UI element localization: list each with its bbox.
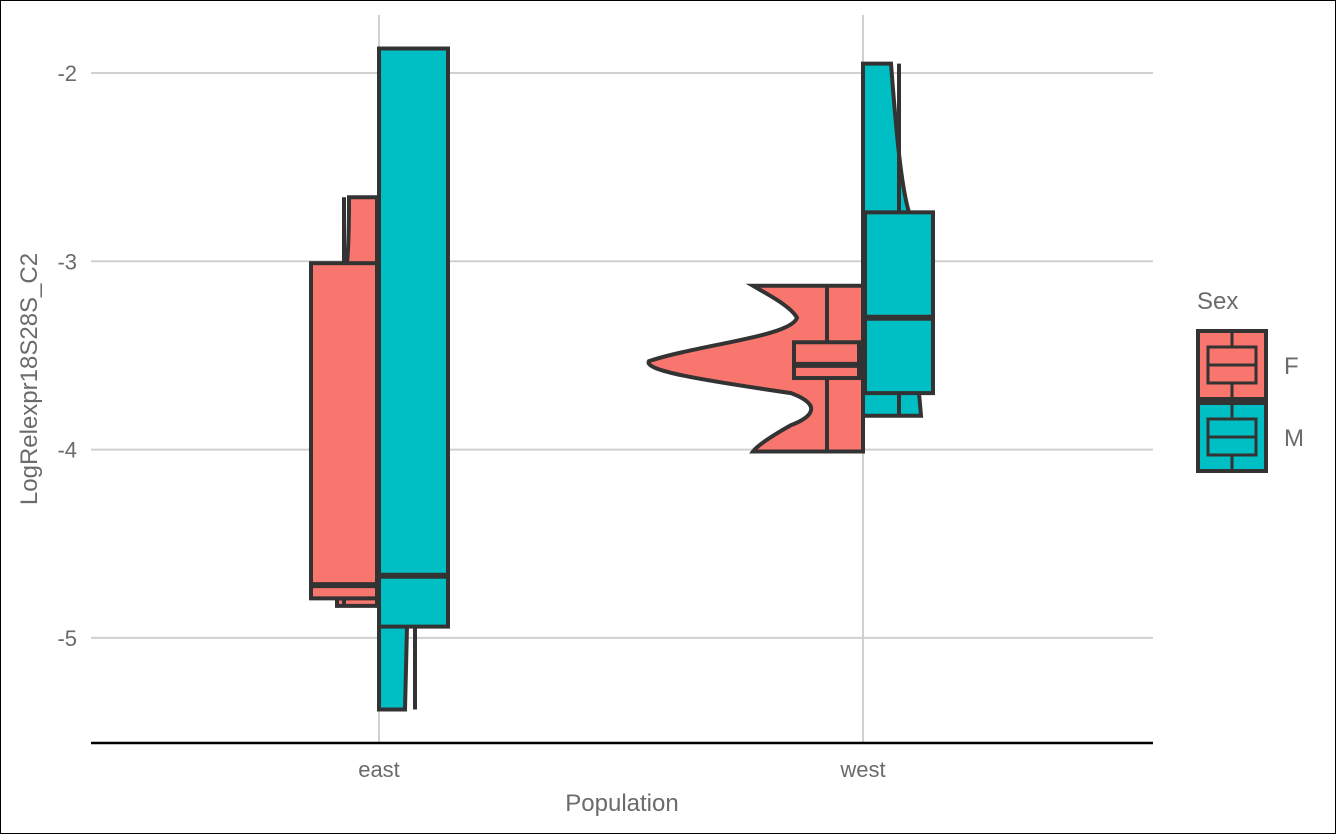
legend-title: Sex	[1197, 288, 1238, 315]
y-tick-label: -2	[57, 61, 77, 86]
west-F-box	[792, 340, 861, 381]
legend-label-M: M	[1284, 425, 1304, 452]
y-tick-label: -3	[57, 249, 77, 274]
grid	[91, 15, 1153, 742]
y-tick-labels: -2 -3 -4 -5	[57, 61, 77, 651]
east-M-box	[377, 46, 450, 629]
legend-label-F: F	[1284, 353, 1299, 380]
plot-marks	[309, 46, 935, 712]
violin-west-F	[646, 283, 865, 454]
x-tick-label: east	[358, 757, 400, 782]
legend: Sex F M	[1196, 288, 1304, 473]
y-tick-label: -5	[57, 626, 77, 651]
x-tick-labels: east west	[358, 757, 885, 782]
x-tick-label: west	[839, 757, 885, 782]
y-tick-label: -4	[57, 438, 77, 463]
y-axis-title: LogRelexpr18S28S_C2	[16, 253, 43, 505]
west-M-box	[863, 210, 935, 396]
east-F-box	[309, 261, 379, 601]
x-axis-title: Population	[565, 790, 678, 817]
